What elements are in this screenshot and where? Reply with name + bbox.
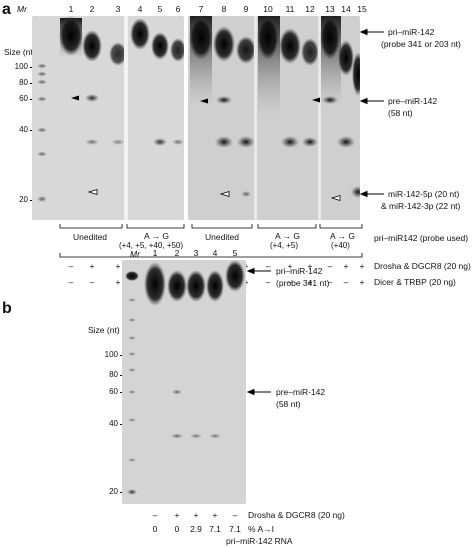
- panel-a-lane-number-10: 10: [263, 4, 273, 14]
- pri-probe-label-b: (probe 341 nt): [276, 278, 330, 288]
- group-sub-4: (+4, +5): [270, 241, 299, 250]
- panel-a-size-60: 60: [19, 94, 28, 103]
- panel-b-lane-number-5: 5: [232, 248, 238, 258]
- pre-size-label-b: (58 nt): [276, 399, 301, 409]
- panel-a-dicer-sign-14: –: [343, 277, 349, 287]
- panel-b-ai-value-1: 0: [152, 524, 158, 534]
- mir-label-a-2: & miR-142-3p (22 nt): [381, 201, 461, 211]
- panel-a-drosha-sign-1: –: [68, 261, 74, 271]
- drosha-label-a: Drosha & DGCR8 (20 ng): [374, 261, 471, 271]
- pri-probe-label-a: (probe 341 or 203 nt): [381, 39, 461, 49]
- mir-label-a: miR-142-5p (20 nt): [388, 189, 460, 199]
- panel-b-drosha-sign-5: –: [232, 510, 238, 520]
- panel-a-dicer-sign-3: +: [115, 277, 121, 287]
- panel-b-drosha-sign-4: +: [212, 510, 218, 520]
- panel-a-lane-number-9: 9: [243, 4, 249, 14]
- panel-a-drosha-sign-13: –: [327, 261, 333, 271]
- panel-b-drosha-sign-3: +: [193, 510, 199, 520]
- pre-arrow-a: [359, 97, 384, 105]
- panel-a-size-100: 100: [14, 62, 28, 71]
- panel-b-drosha-sign-2: +: [174, 510, 180, 520]
- panel-a-drosha-sign-9: +: [243, 261, 249, 271]
- pre-arrow-b: [246, 388, 271, 396]
- panel-b-ai-value-2: 0: [174, 524, 180, 534]
- panel-a-lane-number-2: 2: [89, 4, 95, 14]
- panel-a-size-80: 80: [19, 78, 28, 87]
- panel-b-marker-label: Mr: [130, 249, 140, 259]
- panel-b-size-100: 100: [104, 350, 118, 359]
- panel-b-size-axis-label: Size (nt): [88, 325, 120, 335]
- panel-a-label: a: [2, 1, 11, 18]
- group-label-4: A → G: [275, 231, 301, 241]
- panel-a-lane-number-15: 15: [357, 4, 367, 14]
- drosha-label-b: Drosha & DGCR8 (20 ng): [248, 510, 345, 520]
- panel-b-size-40: 40: [109, 419, 118, 428]
- panel-a-dicer-sign-15: +: [359, 277, 365, 287]
- panel-b-drosha-sign-1: –: [152, 510, 158, 520]
- panel-b-size-80: 80: [109, 370, 118, 379]
- panel-a-dicer-sign-1: –: [68, 277, 74, 287]
- panel-a-lane-number-8: 8: [221, 4, 227, 14]
- panel-a-lane-number-4: 4: [137, 4, 143, 14]
- panel-a-size-40: 40: [19, 125, 28, 134]
- panel-a-gel-left: [32, 16, 184, 220]
- panel-a-lane-number-5: 5: [157, 4, 163, 14]
- group-sub-2: (+4, +5, +40, +50): [119, 241, 184, 250]
- dicer-label-a: Dicer & TRBP (20 ng): [374, 277, 456, 287]
- panel-a-lane-number-11: 11: [285, 4, 295, 14]
- panel-a-lane-number-1: 1: [68, 4, 74, 14]
- group-label-5: A → G: [330, 231, 356, 241]
- panel-a-drosha-sign-12: +: [307, 261, 313, 271]
- panel-a-size-axis-label: Size (nt): [4, 47, 36, 57]
- panel-a-lane-number-12: 12: [305, 4, 315, 14]
- panel-a-drosha-sign-3: +: [115, 261, 121, 271]
- pre-size-label-a: (58 nt): [388, 108, 413, 118]
- pri-label-a: pri–miR-142: [388, 27, 435, 37]
- panel-a-lane-number-13: 13: [325, 4, 335, 14]
- panel-a-drosha-sign-10: –: [265, 261, 271, 271]
- panel-b-gel: [122, 260, 246, 504]
- panel-a-drosha-sign-14: +: [343, 261, 349, 271]
- panel-b-lane-number-1: 1: [152, 248, 158, 258]
- panel-b-size-20: 20: [109, 487, 118, 496]
- panel-a-lane-number-3: 3: [115, 4, 121, 14]
- panel-a-drosha-sign-2: +: [89, 261, 95, 271]
- panel-a-lane-number-14: 14: [341, 4, 351, 14]
- panel-a-drosha-sign-11: +: [287, 261, 293, 271]
- panel-b-ai-value-5: 7.1: [229, 524, 241, 534]
- panel-a-size-20: 20: [19, 195, 28, 204]
- panel-a-dicer-sign-9: +: [243, 277, 249, 287]
- panel-b-lane-number-4: 4: [212, 248, 218, 258]
- probe-used-label: pri–miR142 (probe used): [374, 233, 469, 243]
- group-label-3: Unedited: [205, 232, 240, 242]
- panel-a-lane-number-6: 6: [175, 4, 181, 14]
- pre-label-b: pre–miR-142: [276, 387, 326, 397]
- pri-label-b: pri–miR-142: [276, 266, 323, 276]
- panel-b-label: b: [2, 300, 12, 317]
- pri-arrow-a: [359, 28, 384, 36]
- panel-b-ai-value-4: 7.1: [209, 524, 221, 534]
- mir-arrow-a: [359, 190, 384, 198]
- panel-a-dicer-sign-11: –: [287, 277, 293, 287]
- group-label-1: Unedited: [73, 232, 108, 242]
- ai-label-b: % A→I: [248, 524, 274, 534]
- panel-a-gel-right: [188, 16, 360, 220]
- group-label-2: A → G: [144, 231, 170, 241]
- pre-label-a: pre–miR-142: [388, 96, 438, 106]
- panel-a-dicer-sign-2: –: [89, 277, 95, 287]
- panel-a-marker-label: Mr: [17, 4, 27, 14]
- panel-a-lane-number-7: 7: [198, 4, 204, 14]
- panel-a-dicer-sign-12: +: [307, 277, 313, 287]
- panel-a-dicer-sign-13: –: [327, 277, 333, 287]
- panel-b-lane-number-2: 2: [174, 248, 180, 258]
- panel-b-ai-value-3: 2.9: [190, 524, 202, 534]
- panel-a-drosha-sign-15: +: [359, 261, 365, 271]
- panel-b-lane-number-3: 3: [193, 248, 199, 258]
- panel-b-size-60: 60: [109, 387, 118, 396]
- panel-a-dicer-sign-10: –: [265, 277, 271, 287]
- group-sub-5: (+40): [331, 241, 350, 250]
- ai-label-b-2: pri–miR-142 RNA: [226, 536, 293, 546]
